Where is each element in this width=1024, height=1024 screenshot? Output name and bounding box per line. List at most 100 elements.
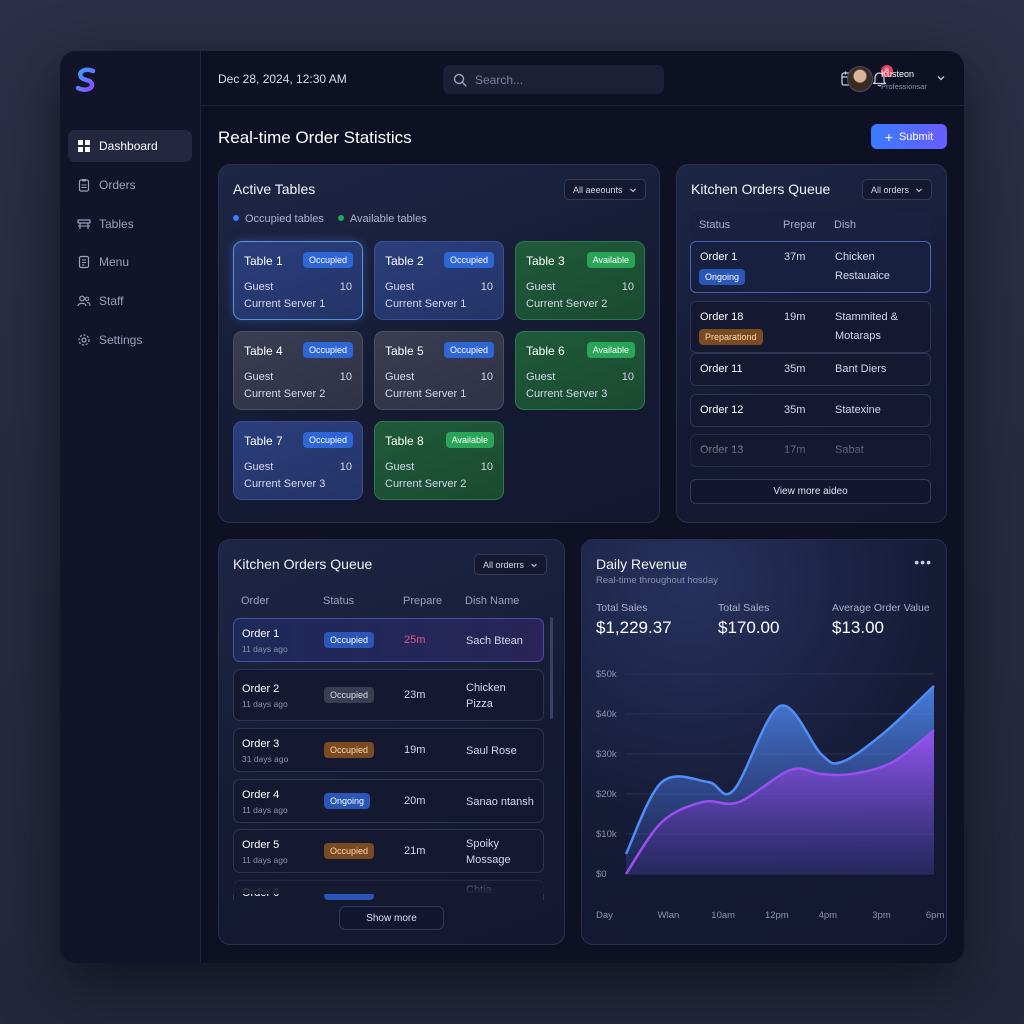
sidebar-item-menu[interactable]: Menu [68,246,192,278]
table-tile[interactable]: Table 5 Occupied Guest 10 Current Server… [374,331,504,410]
guest-label: Guest [385,461,415,473]
bell-icon[interactable] [871,70,888,87]
prep-time: 20m [404,795,426,807]
server-name: Current Server 2 [385,478,467,490]
table-name: Table 8 [385,434,424,448]
server-name: Current Server 1 [385,388,467,400]
sidebar-item-staff[interactable]: Staff [68,285,192,317]
table-name: Table 1 [244,254,283,268]
sidebar-item-label: Staff [99,294,124,309]
order-id: Order 18 [700,311,744,323]
accounts-filter-dropdown[interactable]: All aeeounts [564,179,646,200]
table-tile[interactable]: Table 4 Occupied Guest 10 Current Server… [233,331,363,410]
menu-icon [77,255,91,269]
column-header: Dish [834,219,857,231]
guest-count: 10 [621,281,634,293]
status-badge: Available [586,342,635,358]
guest-label: Guest [244,281,274,293]
table-tile[interactable]: Table 3 Available Guest 10 Current Serve… [515,241,645,320]
series-line [624,685,935,855]
sidebar-item-dashboard[interactable]: Dashboard [68,130,192,162]
status-badge: Occupied [443,252,494,268]
tables-legend: Occupied tables Available tables [233,213,427,225]
orders-filter-dropdown[interactable]: All orders [862,179,933,200]
column-header: Status [699,219,731,231]
status-chip [324,892,374,900]
search-box[interactable] [443,65,664,94]
submit-button[interactable]: + Submit [871,124,947,149]
table-tile[interactable]: Table 6 Available Guest 10 Current Serve… [515,331,645,410]
sidebar-item-label: Dashboard [99,139,158,153]
top-bar: Dec 28, 2024, 12:30 AM 8 Kusteon Profess… [201,51,964,106]
user-role: Professionsar [881,82,927,91]
dropdown-value: All orderrs [483,559,525,570]
dish-name: Sabat [835,444,864,456]
search-input[interactable] [475,72,645,87]
table-tile[interactable]: Table 7 Occupied Guest 10 Current Server… [233,421,363,500]
prep-time: 25m [404,634,426,646]
chevron-down-icon[interactable] [936,73,946,83]
table-name: Table 3 [526,254,565,268]
status-chip: Ongoing [699,269,746,285]
queue-row[interactable]: Order 12 35m Statexine [690,394,931,427]
prep-time: 19m [784,311,806,323]
user-name: Kusteon [881,69,915,79]
order-time: 11 days ago [242,855,288,865]
x-tick-label: 10am [711,910,735,921]
table-tile[interactable]: Table 1 Occupied Guest 10 Current Server… [233,241,363,320]
status-chip: Occupied [324,632,375,648]
y-tick-label: $40k [596,709,617,720]
server-name: Current Server 3 [526,388,608,400]
sidebar-item-label: Tables [99,216,134,231]
server-name: Current Server 2 [526,298,608,310]
queue-row[interactable]: Order 1 Ongoing 37m Chicken Restauaice [690,241,931,293]
sidebar-item-orders[interactable]: Orders [68,169,192,201]
app-window: Dashboard Orders Tables Menu Staff Setti… [60,51,964,963]
table-name: Table 5 [385,344,424,358]
x-tick-label: 4pm [819,910,838,921]
order-row[interactable]: Order 3 31 days ago Occupied 19m Saul Ro… [233,728,544,772]
server-name: Current Server 2 [244,388,326,400]
queue-row[interactable]: Order 11 35m Bant Diers [690,353,931,386]
status-chip: Occupied [324,742,375,758]
table-tile[interactable]: Table 2 Occupied Guest 10 Current Server… [374,241,504,320]
sidebar-item-settings[interactable]: Settings [68,324,192,356]
more-options-icon[interactable]: ••• [914,554,932,570]
order-id: Order 12 [700,404,744,416]
sidebar-nav: Dashboard Orders Tables Menu Staff Setti… [68,130,192,363]
scrollbar[interactable] [550,617,553,719]
daily-revenue-card: Daily Revenue Real-time throughout hosda… [581,539,947,945]
avatar[interactable] [847,66,873,92]
prep-time: 35m [784,404,806,416]
order-id: Order 13 [700,444,744,456]
table-tile[interactable]: Table 8 Available Guest 10 Current Serve… [374,421,504,500]
sidebar-item-label: Settings [99,332,143,347]
order-row[interactable]: Order 1 11 days ago Occupied 25m Sach Bt… [233,618,544,662]
view-more-button[interactable]: View more aideo [690,479,931,504]
queue-row[interactable]: Order 13 17m Sabat [690,434,931,467]
active-tables-card: Active Tables All aeeounts Occupied tabl… [218,164,660,523]
dish-name: Sach Btean [466,635,523,647]
order-row[interactable]: Order 5 11 days ago Occupied 21m Spoiky M… [233,829,544,873]
y-tick-label: $50k [596,669,617,680]
stat-value: $13.00 [832,618,884,637]
table-icon [77,217,91,231]
order-time: 11 days ago [242,699,288,709]
orders-filter-dropdown[interactable]: All orderrs [474,554,548,575]
page-title: Real-time Order Statistics [218,128,412,147]
prep-time: 37m [784,251,806,263]
dish-name: Chicken Pizza [466,682,506,710]
order-row[interactable]: Order 2 11 days ago Occupied 23m Chicken… [233,669,544,721]
clipboard-icon [77,178,91,192]
list-fade [233,870,544,894]
queue-table-header: Status Prepar Dish [690,211,931,239]
revenue-subtitle: Real-time throughout hosday [596,575,718,586]
show-more-button[interactable]: Show more [339,906,444,930]
grid-icon [77,139,91,153]
status-chip: Occupied [324,843,375,859]
sidebar-item-tables[interactable]: Tables [68,208,192,240]
queue-row[interactable]: Order 18 Preparationd 19m Stammited & Mot… [690,301,931,353]
guest-count: 10 [339,281,352,293]
order-row[interactable]: Order 4 11 days ago Ongoing 20m Sanao nt… [233,779,544,823]
order-id: Order 2 [242,683,280,695]
